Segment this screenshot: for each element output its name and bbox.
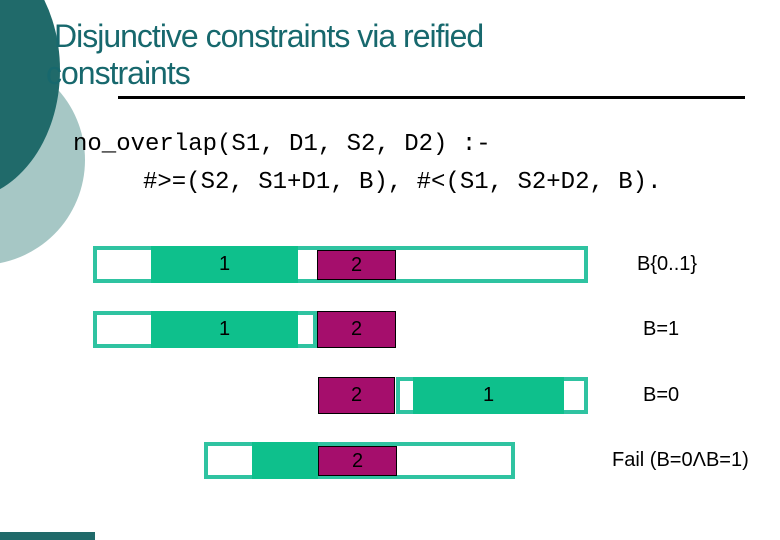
page-title: Disjunctive constraints via reified cons… <box>46 18 484 92</box>
task2-bar-row2: 2 <box>317 311 396 348</box>
title-underline <box>118 96 745 99</box>
code-line-1: no_overlap(S1, D1, S2, D2) :- <box>73 131 491 158</box>
task1-label: 1 <box>218 318 231 340</box>
task1-label: 1 <box>218 253 231 275</box>
task1-bar-row1: 1 <box>151 246 298 283</box>
task1-label: 1 <box>482 384 495 406</box>
row-caption-1: B{0..1} <box>637 253 698 275</box>
row-caption-3: B=0 <box>643 384 680 406</box>
task1-bar-row2: 1 <box>151 311 298 348</box>
title-line-1: Disjunctive constraints via reified <box>54 18 484 54</box>
footer-bar <box>0 532 95 540</box>
task2-bar-row1: 2 <box>317 250 396 280</box>
task2-label: 2 <box>350 253 363 276</box>
task2-label: 2 <box>351 449 364 472</box>
row-caption-4: Fail (B=0ΛB=1) <box>612 449 749 471</box>
task2-bar-row3: 2 <box>318 377 395 414</box>
task2-label: 2 <box>350 318 363 340</box>
task1-bar-row4 <box>252 442 318 479</box>
row-caption-2: B=1 <box>643 318 680 340</box>
task1-bar-row3: 1 <box>413 377 564 414</box>
code-line-2: #>=(S2, S1+D1, B), #<(S1, S2+D2, B). <box>143 169 662 196</box>
task2-bar-row4: 2 <box>318 446 397 476</box>
title-line-2: constraints <box>46 55 191 91</box>
task2-label: 2 <box>350 384 363 406</box>
